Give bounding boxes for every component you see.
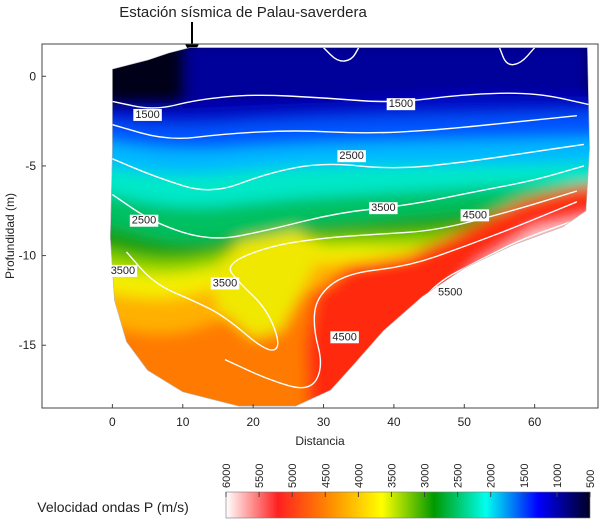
contour-line bbox=[125, 190, 578, 351]
contour-line bbox=[112, 143, 585, 191]
contour-label: 1500 bbox=[135, 109, 159, 121]
colorbar-ramp bbox=[225, 491, 591, 519]
colorbar-tick-label: 2500 bbox=[453, 464, 465, 488]
colorbar-tick-label: 2000 bbox=[486, 464, 498, 488]
x-tick-label: 20 bbox=[246, 415, 260, 429]
colorbar-label: Velocidad ondas P (m/s) bbox=[37, 499, 189, 515]
y-tick-label: -5 bbox=[25, 159, 36, 173]
colorbar-tick-label: 6000 bbox=[221, 464, 233, 488]
contour-label: 2500 bbox=[132, 215, 156, 227]
contour-label-box bbox=[330, 331, 359, 344]
contour-label: 3500 bbox=[371, 202, 395, 214]
contour-label: 5500 bbox=[438, 286, 462, 298]
contour-label-box bbox=[386, 98, 416, 111]
contour-line bbox=[498, 47, 536, 66]
y-tick-label: 0 bbox=[29, 69, 36, 83]
contour-label: 3500 bbox=[213, 277, 237, 289]
contour-labels: 1500 1500 2500 2500 3500 4500 3500 3500 4500 5500 bbox=[108, 98, 490, 344]
x-tick-label: 50 bbox=[458, 415, 472, 429]
x-tick-label: 40 bbox=[387, 415, 401, 429]
plot-frame bbox=[41, 43, 599, 409]
colorbar-tick-label: 1000 bbox=[552, 464, 564, 488]
contour-label: 1500 bbox=[389, 98, 413, 110]
x-axis-label: Distancia bbox=[295, 434, 345, 448]
contour-label-box bbox=[108, 264, 138, 277]
contour-label: 3500 bbox=[111, 265, 135, 277]
contour-label: 4500 bbox=[463, 209, 487, 221]
colorbar-tick-label: 5500 bbox=[254, 464, 266, 488]
contour-label-box bbox=[435, 286, 465, 299]
station-annotation: Estación sísmica de Palau-saverdera bbox=[119, 4, 367, 21]
colorbar: 6000 5500 5000 4500 4000 3500 3000 2500 2000 1500… bbox=[221, 464, 597, 519]
contour-label-box bbox=[210, 277, 240, 290]
colorbar-tick-label: 4500 bbox=[320, 464, 332, 488]
x-tick-label: 60 bbox=[528, 415, 542, 429]
contour-line bbox=[323, 47, 360, 62]
colorbar-tick-label: 500 bbox=[585, 470, 597, 488]
y-tick-label: -15 bbox=[19, 338, 37, 352]
velocity-wedge bbox=[210, 230, 324, 339]
contour-line bbox=[112, 92, 590, 109]
colorbar-tick-label: 1500 bbox=[519, 464, 531, 488]
x-axis: 0 10 20 30 40 50 60 bbox=[109, 404, 542, 429]
contour-label-box bbox=[369, 202, 398, 215]
contour-line bbox=[224, 201, 578, 389]
colorbar-tick-label: 3000 bbox=[420, 464, 432, 488]
x-tick-label: 0 bbox=[109, 415, 116, 429]
contour-label-box bbox=[460, 209, 490, 222]
x-tick-label: 30 bbox=[317, 415, 331, 429]
y-tick-label: -10 bbox=[19, 249, 37, 263]
y-axis: 0 -5 -10 -15 bbox=[19, 69, 46, 352]
contour-label-box bbox=[337, 150, 366, 163]
section-outline bbox=[109, 47, 590, 407]
colorbar-tick-label: 3500 bbox=[386, 464, 398, 488]
velocity-shallow bbox=[182, 47, 590, 109]
contour-line bbox=[112, 115, 577, 139]
velocity-field bbox=[110, 47, 590, 407]
contour-label-box bbox=[133, 108, 162, 121]
y-axis-label: Profundidad (m) bbox=[3, 193, 17, 279]
contour-label: 2500 bbox=[339, 150, 363, 162]
contour-label-box bbox=[129, 214, 159, 227]
x-tick-label: 10 bbox=[176, 415, 190, 429]
colorbar-tick-label: 4000 bbox=[353, 464, 365, 488]
colorbar-tick-label: 5000 bbox=[287, 464, 299, 488]
contour-label: 4500 bbox=[332, 331, 356, 343]
